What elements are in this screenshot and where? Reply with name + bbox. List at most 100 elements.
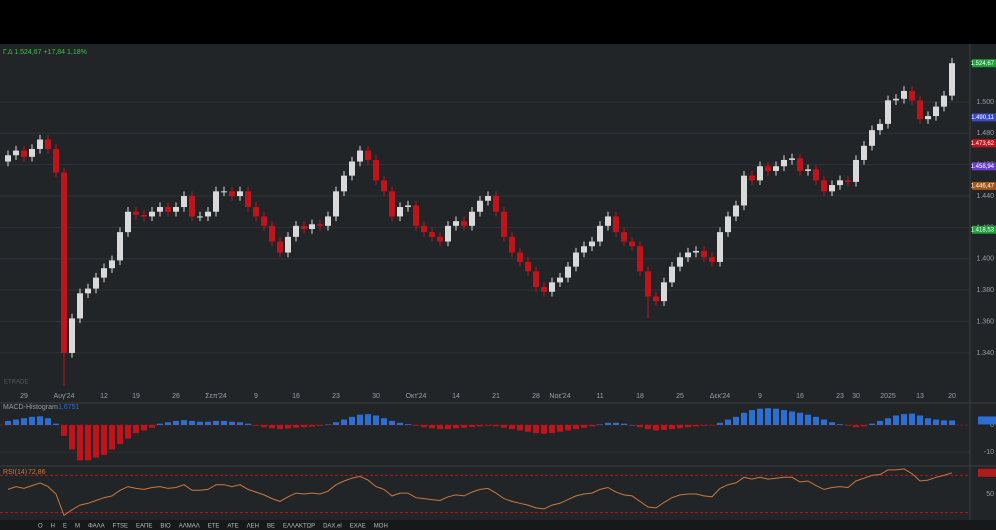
histogram-bar — [85, 425, 91, 461]
toolbar-button[interactable]: ΒΕ — [267, 524, 275, 530]
histogram-bar — [861, 425, 867, 427]
histogram-bar — [277, 425, 283, 430]
price-tag — [972, 59, 996, 68]
histogram-bar — [813, 416, 819, 425]
candle-body — [61, 172, 67, 353]
candle-body — [493, 196, 499, 212]
chart-area — [0, 44, 996, 520]
candle-body — [637, 246, 643, 272]
histogram-bar — [837, 424, 843, 425]
candle-body — [853, 159, 859, 182]
candle-body — [213, 191, 219, 212]
candle-body — [221, 191, 227, 193]
histogram-bar — [693, 425, 699, 427]
candle-body — [909, 90, 915, 101]
candle-body — [197, 216, 203, 218]
candle-body — [437, 236, 443, 242]
candle-body — [189, 196, 195, 217]
toolbar-button[interactable]: DAX.el — [323, 524, 342, 530]
candle-body — [613, 216, 619, 233]
candle-body — [109, 260, 115, 269]
toolbar-button[interactable]: ΕΤΕ — [208, 524, 220, 530]
histogram-bar — [269, 425, 275, 429]
toolbar-button[interactable]: ΒΙΟ — [160, 524, 171, 530]
candle-body — [5, 155, 11, 162]
histogram-bar — [909, 413, 915, 425]
candle-body — [365, 150, 371, 160]
histogram-bar — [629, 425, 635, 426]
x-tick-label: 25 — [676, 393, 684, 400]
candle-body — [813, 169, 819, 181]
y-tick-label: 1.400 — [976, 256, 994, 263]
candle-body — [541, 287, 547, 292]
candle-body — [325, 216, 331, 226]
x-tick-label: 12 — [100, 393, 108, 400]
x-tick-label: Δεκ'24 — [710, 393, 731, 400]
toolbar-button[interactable]: ΜΟΗ — [374, 524, 388, 530]
candle-body — [85, 288, 91, 294]
watermark: ETRADE — [4, 380, 28, 386]
candle-body — [413, 205, 419, 226]
toolbar-button[interactable]: FTSE — [113, 524, 128, 530]
histogram-bar — [205, 421, 211, 425]
histogram-bar — [61, 425, 67, 436]
candle-body — [773, 166, 779, 171]
y-tick-label: 1.500 — [976, 99, 994, 106]
candle-body — [69, 318, 75, 353]
candle-body — [445, 225, 451, 242]
histogram-bar — [197, 421, 203, 425]
toolbar-button[interactable]: ΑΤΕ — [227, 524, 238, 530]
histogram-bar — [701, 425, 707, 426]
histogram-bar — [309, 425, 315, 427]
y-tick-label: 1.340 — [976, 350, 994, 357]
candle-body — [653, 296, 659, 302]
candle-body — [149, 211, 155, 217]
candle-body — [717, 232, 723, 262]
candle-body — [557, 277, 563, 283]
histogram-bar — [781, 410, 787, 425]
candle-body — [581, 246, 587, 253]
histogram-bar — [885, 418, 891, 425]
x-tick-label: 9 — [758, 393, 762, 400]
candle-body — [725, 216, 731, 233]
histogram-bar — [229, 421, 235, 425]
histogram-bar — [461, 425, 467, 428]
price-tag — [972, 181, 996, 190]
candle-body — [917, 100, 923, 120]
histogram-bar — [917, 415, 923, 425]
toolbar-button[interactable]: Ε — [63, 524, 67, 530]
candle-body — [37, 139, 43, 149]
histogram-bar — [949, 420, 955, 425]
histogram-bar — [437, 425, 443, 430]
toolbar-button[interactable]: Η — [51, 524, 55, 530]
histogram-bar — [853, 425, 859, 428]
candle-body — [293, 225, 299, 237]
candle-body — [277, 241, 283, 253]
candle-body — [485, 196, 491, 201]
candle-body — [309, 224, 315, 229]
toolbar-button[interactable]: Ο — [38, 524, 43, 530]
toolbar-button[interactable]: Μ — [75, 524, 80, 530]
histogram-bar — [597, 424, 603, 425]
x-tick-label: 14 — [452, 393, 460, 400]
histogram-bar — [421, 425, 427, 428]
histogram-bar — [661, 425, 667, 430]
candle-body — [93, 277, 99, 289]
candle-body — [925, 116, 931, 120]
toolbar-button[interactable]: ΕΑΠΕ — [136, 524, 152, 530]
toolbar-button[interactable]: ΕΧΑΕ — [350, 524, 366, 530]
histogram-bar — [589, 425, 595, 427]
toolbar-button[interactable]: ΕΛΛΑΚΤΩΡ — [283, 524, 315, 530]
candle-body — [749, 175, 755, 181]
candle-body — [301, 225, 307, 229]
price-tag — [972, 139, 996, 148]
candle-body — [261, 216, 267, 226]
toolbar-button[interactable]: ΑΛΜΑΛ — [179, 524, 200, 530]
histogram-bar — [237, 422, 243, 425]
candle-body — [709, 257, 715, 262]
toolbar-button[interactable]: ΛΕΗ — [247, 524, 259, 530]
candle-body — [477, 200, 483, 212]
indicator-value: 1,6751 — [58, 404, 80, 411]
toolbar-button[interactable]: ΦΑΛΑ — [88, 524, 105, 530]
histogram-bar — [509, 425, 515, 430]
